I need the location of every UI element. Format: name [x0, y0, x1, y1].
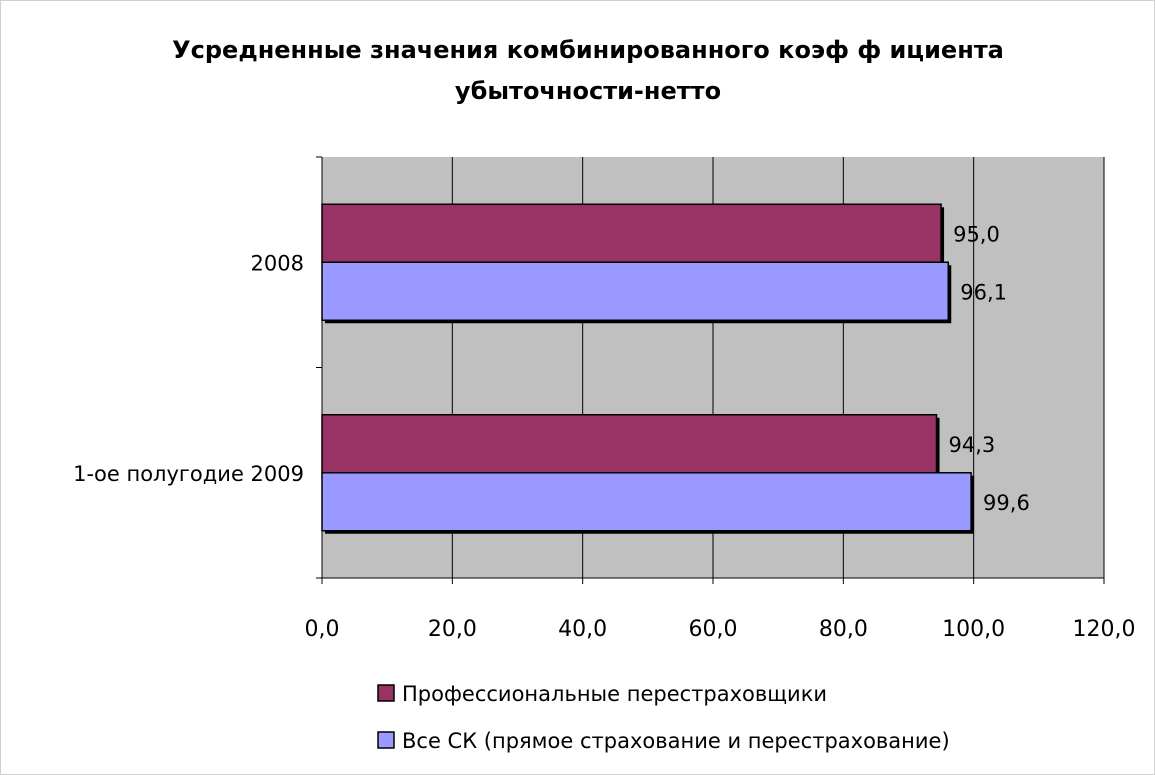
bar-1-0 [321, 414, 938, 474]
legend-label-0: Профессиональные перестраховщики [402, 682, 827, 706]
legend-label-1: Все СК (прямое страхование и перестрахов… [402, 729, 950, 753]
bar-0-0 [321, 203, 942, 263]
category-label-1: 1-ое полугодие 2009 [73, 462, 304, 486]
plot-area: 0,0 20,0 40,0 60,0 80,0 100,0 120,0 2008 95,0 96,… [73, 156, 1136, 642]
data-label-0-1: 96,1 [960, 280, 1007, 304]
x-tick-label-3: 60,0 [689, 617, 738, 642]
bar-0-1 [321, 261, 950, 321]
chart-title-line-1: Усредненные значения комбинированного ко… [172, 36, 1004, 64]
legend-swatch-0 [377, 684, 395, 702]
category-label-0: 2008 [251, 251, 304, 275]
x-tick-label-4: 80,0 [819, 617, 868, 642]
chart-title-line-2: убыточности-нетто [455, 77, 721, 105]
x-tick-label-0: 0,0 [305, 617, 340, 642]
legend: Профессиональные перестраховщики Все СК (… [377, 682, 950, 753]
data-label-0-0: 95,0 [953, 222, 1000, 246]
x-tick-label-2: 40,0 [558, 617, 607, 642]
x-tick-label-5: 100,0 [942, 617, 1005, 642]
bar-1-1 [321, 472, 972, 532]
x-tick-label-1: 20,0 [428, 617, 477, 642]
data-label-1-0: 94,3 [949, 433, 996, 457]
x-tick-label-6: 120,0 [1073, 617, 1136, 642]
legend-swatch-1 [377, 731, 395, 749]
data-label-1-1: 99,6 [983, 491, 1030, 515]
